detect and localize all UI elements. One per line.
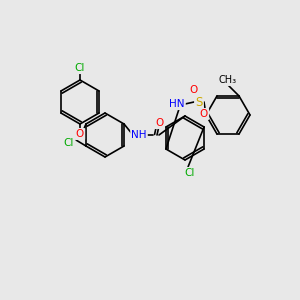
Text: O: O: [155, 118, 163, 128]
Text: HN: HN: [169, 99, 185, 109]
Text: O: O: [200, 109, 208, 119]
Text: O: O: [76, 129, 84, 139]
Text: CH₃: CH₃: [219, 75, 237, 85]
Text: O: O: [190, 85, 198, 95]
Text: Cl: Cl: [75, 63, 85, 73]
Text: S: S: [195, 95, 203, 109]
Text: Cl: Cl: [64, 138, 74, 148]
Text: Cl: Cl: [185, 168, 195, 178]
Text: NH: NH: [131, 130, 147, 140]
